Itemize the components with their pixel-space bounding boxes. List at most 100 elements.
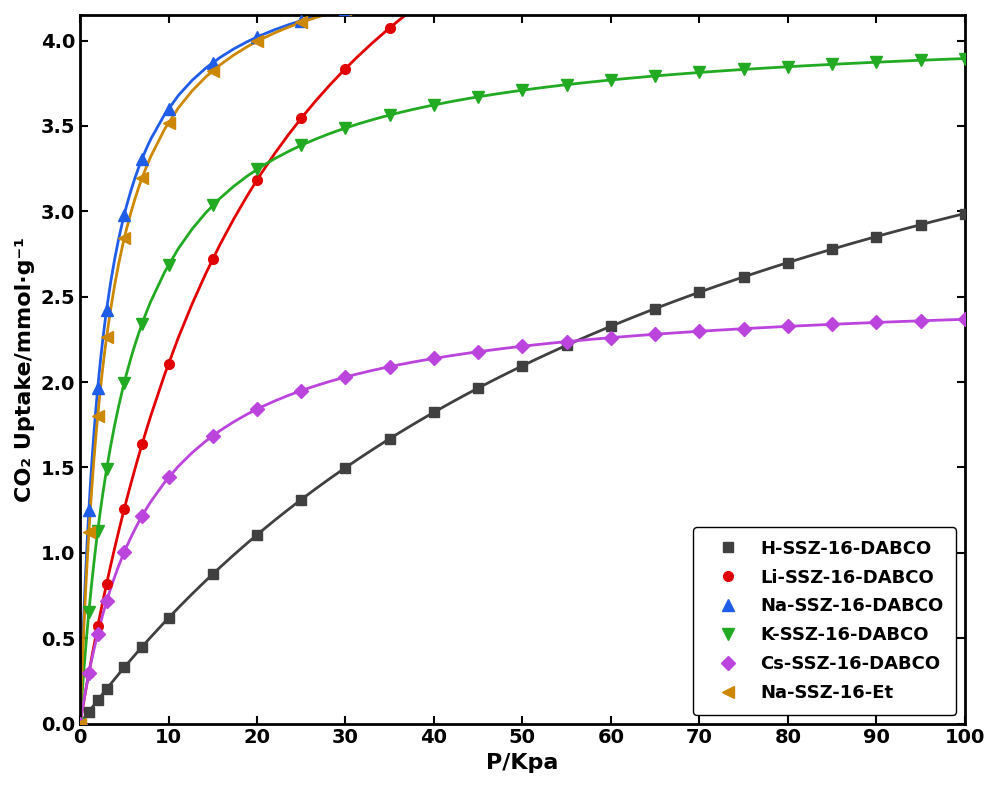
Cs-SSZ-16-DABCO [959, 314, 971, 324]
Cs-SSZ-16-DABCO [649, 329, 661, 339]
Cs-SSZ-16-DABCO [118, 548, 130, 557]
K-SSZ-16-DABCO [92, 526, 104, 536]
Na-SSZ-16-DABCO [92, 384, 104, 393]
K-SSZ-16-DABCO [516, 85, 528, 95]
H-SSZ-16-DABCO [101, 684, 113, 693]
X-axis label: P/Kpa: P/Kpa [486, 753, 559, 773]
H-SSZ-16-DABCO [516, 361, 528, 370]
H-SSZ-16-DABCO [561, 340, 573, 350]
H-SSZ-16-DABCO [118, 663, 130, 672]
Cs-SSZ-16-DABCO [516, 341, 528, 351]
Na-SSZ-16-DABCO [251, 32, 263, 42]
Line: Li-SSZ-16-DABCO: Li-SSZ-16-DABCO [75, 0, 970, 728]
K-SSZ-16-DABCO [959, 54, 971, 63]
Li-SSZ-16-DABCO [384, 23, 396, 32]
H-SSZ-16-DABCO [472, 383, 484, 392]
K-SSZ-16-DABCO [74, 719, 86, 728]
K-SSZ-16-DABCO [339, 123, 351, 132]
Cs-SSZ-16-DABCO [472, 347, 484, 356]
H-SSZ-16-DABCO [163, 613, 175, 623]
K-SSZ-16-DABCO [605, 76, 617, 85]
Na-SSZ-16-Et [101, 333, 113, 342]
Na-SSZ-16-Et [384, 0, 396, 4]
K-SSZ-16-DABCO [738, 65, 750, 74]
Na-SSZ-16-DABCO [207, 58, 219, 68]
Na-SSZ-16-DABCO [83, 505, 95, 515]
Cs-SSZ-16-DABCO [782, 322, 794, 331]
Li-SSZ-16-DABCO [83, 668, 95, 678]
Cs-SSZ-16-DABCO [163, 473, 175, 482]
Legend: H-SSZ-16-DABCO, Li-SSZ-16-DABCO, Na-SSZ-16-DABCO, K-SSZ-16-DABCO, Cs-SSZ-16-DABC: H-SSZ-16-DABCO, Li-SSZ-16-DABCO, Na-SSZ-… [693, 527, 956, 715]
Na-SSZ-16-Et [136, 173, 148, 183]
K-SSZ-16-DABCO [101, 465, 113, 474]
K-SSZ-16-DABCO [649, 71, 661, 80]
Cs-SSZ-16-DABCO [295, 386, 307, 396]
Li-SSZ-16-DABCO [101, 579, 113, 589]
H-SSZ-16-DABCO [605, 322, 617, 331]
H-SSZ-16-DABCO [649, 304, 661, 314]
Li-SSZ-16-DABCO [136, 440, 148, 449]
K-SSZ-16-DABCO [428, 100, 440, 110]
Na-SSZ-16-DABCO [136, 154, 148, 164]
K-SSZ-16-DABCO [83, 607, 95, 616]
H-SSZ-16-DABCO [92, 696, 104, 705]
Na-SSZ-16-DABCO [295, 16, 307, 25]
Cs-SSZ-16-DABCO [136, 511, 148, 521]
Li-SSZ-16-DABCO [207, 255, 219, 264]
K-SSZ-16-DABCO [870, 58, 882, 67]
Na-SSZ-16-Et [118, 233, 130, 243]
H-SSZ-16-DABCO [251, 530, 263, 540]
Li-SSZ-16-DABCO [339, 64, 351, 73]
Cs-SSZ-16-DABCO [251, 404, 263, 414]
H-SSZ-16-DABCO [339, 463, 351, 472]
K-SSZ-16-DABCO [782, 62, 794, 72]
Na-SSZ-16-DABCO [339, 5, 351, 14]
Line: Cs-SSZ-16-DABCO: Cs-SSZ-16-DABCO [75, 314, 970, 728]
Line: Na-SSZ-16-DABCO: Na-SSZ-16-DABCO [74, 0, 970, 729]
H-SSZ-16-DABCO [384, 434, 396, 444]
K-SSZ-16-DABCO [136, 319, 148, 329]
Na-SSZ-16-DABCO [101, 305, 113, 314]
Na-SSZ-16-Et [163, 118, 175, 128]
Cs-SSZ-16-DABCO [561, 337, 573, 347]
Cs-SSZ-16-DABCO [915, 316, 927, 325]
Na-SSZ-16-Et [92, 411, 104, 421]
K-SSZ-16-DABCO [693, 68, 705, 77]
H-SSZ-16-DABCO [295, 495, 307, 504]
Cs-SSZ-16-DABCO [870, 318, 882, 327]
Na-SSZ-16-DABCO [74, 719, 86, 728]
K-SSZ-16-DABCO [472, 92, 484, 102]
K-SSZ-16-DABCO [295, 140, 307, 150]
Cs-SSZ-16-DABCO [693, 326, 705, 336]
H-SSZ-16-DABCO [74, 719, 86, 728]
Li-SSZ-16-DABCO [163, 359, 175, 368]
H-SSZ-16-DABCO [826, 244, 838, 254]
Cs-SSZ-16-DABCO [384, 362, 396, 371]
Li-SSZ-16-DABCO [74, 719, 86, 728]
Cs-SSZ-16-DABCO [83, 669, 95, 678]
Cs-SSZ-16-DABCO [339, 372, 351, 381]
Cs-SSZ-16-DABCO [92, 629, 104, 638]
H-SSZ-16-DABCO [782, 258, 794, 267]
H-SSZ-16-DABCO [136, 642, 148, 652]
K-SSZ-16-DABCO [384, 110, 396, 120]
Na-SSZ-16-Et [207, 66, 219, 76]
Cs-SSZ-16-DABCO [738, 324, 750, 333]
K-SSZ-16-DABCO [251, 165, 263, 174]
Line: K-SSZ-16-DABCO: K-SSZ-16-DABCO [74, 53, 970, 729]
Li-SSZ-16-DABCO [118, 504, 130, 514]
Cs-SSZ-16-DABCO [101, 597, 113, 606]
H-SSZ-16-DABCO [207, 570, 219, 579]
H-SSZ-16-DABCO [83, 707, 95, 716]
H-SSZ-16-DABCO [693, 288, 705, 297]
Y-axis label: CO₂ Uptake/mmol·g⁻¹: CO₂ Uptake/mmol·g⁻¹ [15, 236, 35, 502]
Li-SSZ-16-DABCO [295, 113, 307, 123]
H-SSZ-16-DABCO [870, 232, 882, 241]
Cs-SSZ-16-DABCO [428, 354, 440, 363]
K-SSZ-16-DABCO [915, 56, 927, 65]
Cs-SSZ-16-DABCO [207, 431, 219, 440]
K-SSZ-16-DABCO [163, 260, 175, 269]
Na-SSZ-16-Et [251, 36, 263, 46]
H-SSZ-16-DABCO [428, 407, 440, 417]
Line: H-SSZ-16-DABCO: H-SSZ-16-DABCO [75, 209, 970, 728]
